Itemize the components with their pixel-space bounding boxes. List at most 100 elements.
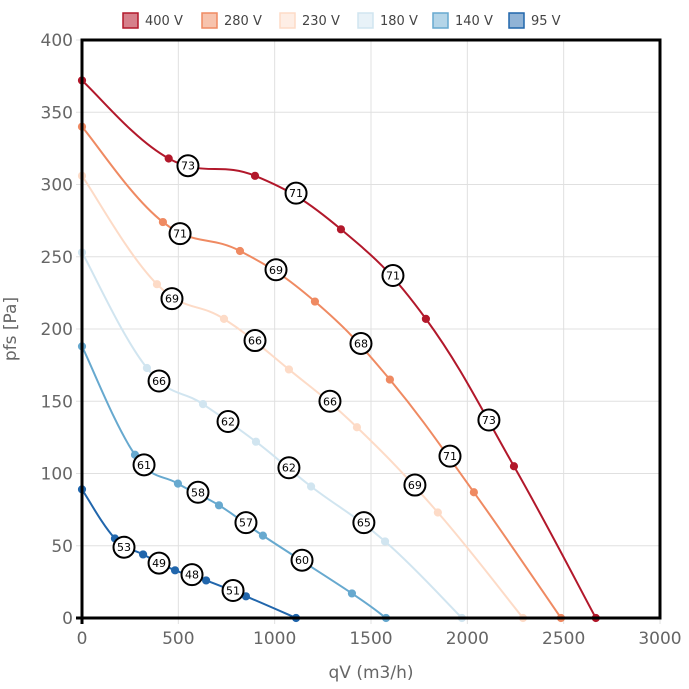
- data-point[interactable]: [158, 217, 168, 227]
- db-label-value: 71: [443, 450, 457, 463]
- series-layer: [77, 76, 600, 623]
- data-point[interactable]: [421, 314, 431, 323]
- db-label-circle: [477, 408, 501, 432]
- legend-item[interactable]: 400 V: [122, 12, 183, 29]
- y-axis-title: pfs [Pa]: [1, 297, 21, 361]
- db-label-value: 53: [117, 541, 131, 554]
- y-tick-label: 300: [41, 176, 73, 196]
- data-point[interactable]: [258, 531, 268, 540]
- db-label: 66: [243, 329, 267, 353]
- data-point[interactable]: [347, 589, 357, 598]
- data-point[interactable]: [310, 297, 320, 306]
- db-label: 66: [318, 389, 342, 413]
- db-label-circle: [112, 535, 136, 559]
- db-label-circle: [132, 453, 156, 477]
- db-label: 66: [147, 369, 171, 393]
- db-label: 61: [132, 453, 156, 477]
- axes: [76, 38, 662, 624]
- data-point[interactable]: [433, 508, 442, 517]
- data-point[interactable]: [306, 482, 316, 491]
- series-line: [81, 251, 463, 619]
- db-label: 48: [180, 563, 204, 587]
- db-label-circle: [147, 369, 171, 393]
- db-label-circle: [160, 287, 184, 311]
- data-point[interactable]: [380, 537, 390, 546]
- legend-label: 230 V: [302, 14, 340, 29]
- data-point[interactable]: [235, 246, 245, 256]
- plot-frame: [80, 38, 662, 620]
- db-label: 71: [381, 264, 405, 288]
- data-point[interactable]: [251, 437, 261, 446]
- db-label-circle: [264, 258, 288, 282]
- db-label: 53: [112, 535, 136, 559]
- data-point[interactable]: [509, 462, 519, 471]
- series-230v: [77, 171, 528, 623]
- data-point[interactable]: [152, 280, 162, 289]
- db-label-value: 69: [269, 264, 283, 277]
- db-label: 73: [176, 154, 200, 178]
- legend-item[interactable]: 180 V: [357, 12, 418, 29]
- data-point[interactable]: [385, 375, 394, 384]
- db-label-value: 60: [295, 554, 309, 567]
- db-label: 73: [477, 408, 501, 432]
- db-label: 62: [216, 409, 240, 433]
- data-point[interactable]: [164, 154, 173, 163]
- db-label: 71: [438, 444, 462, 468]
- data-point[interactable]: [469, 488, 478, 497]
- db-label-value: 73: [181, 160, 195, 173]
- db-label-circle: [234, 511, 258, 535]
- x-tick-label: 3000: [638, 629, 681, 649]
- data-point[interactable]: [219, 314, 229, 323]
- data-point[interactable]: [198, 400, 208, 409]
- legend-item[interactable]: 230 V: [279, 12, 340, 29]
- db-label: 69: [160, 287, 184, 311]
- x-tick-label: 1000: [253, 629, 296, 649]
- x-tick-label: 2500: [542, 629, 585, 649]
- db-label-circle: [168, 222, 192, 246]
- legend-item[interactable]: 280 V: [201, 12, 262, 29]
- db-label-value: 66: [248, 335, 262, 348]
- db-label-value: 48: [185, 569, 199, 582]
- data-point[interactable]: [170, 566, 180, 575]
- db-label: 49: [147, 551, 171, 575]
- data-point[interactable]: [201, 576, 211, 585]
- legend: 400 V 280 V 230 V 180 V 140 V 95 V: [122, 12, 561, 29]
- legend-item[interactable]: 95 V: [508, 12, 561, 29]
- data-point[interactable]: [142, 363, 152, 373]
- x-tick-label: 2000: [446, 629, 489, 649]
- legend-label: 180 V: [380, 14, 418, 29]
- db-label: 71: [284, 181, 308, 205]
- db-label-circle: [381, 264, 405, 288]
- db-labels-layer: 73 71 71 73 71 69 68 71 69 66 66 69 66 62 62 65 61 58 57 60…: [112, 154, 501, 603]
- db-label-value: 73: [482, 414, 496, 427]
- db-label-circle: [403, 473, 427, 497]
- data-point[interactable]: [138, 550, 148, 559]
- db-label-value: 49: [152, 557, 166, 570]
- db-label-circle: [176, 154, 200, 178]
- db-label-circle: [349, 331, 373, 355]
- grid: [76, 39, 661, 624]
- series-140v: [77, 342, 391, 623]
- db-label-value: 61: [137, 459, 151, 472]
- db-label: 71: [168, 222, 192, 246]
- data-point[interactable]: [336, 225, 346, 234]
- data-point[interactable]: [173, 479, 183, 488]
- db-label: 51: [221, 579, 245, 603]
- legend-swatch: [201, 12, 218, 29]
- data-point[interactable]: [352, 423, 362, 432]
- db-label: 62: [277, 456, 301, 480]
- series-line: [81, 345, 387, 619]
- db-label: 60: [290, 548, 314, 572]
- data-point[interactable]: [284, 365, 294, 374]
- legend-item[interactable]: 140 V: [432, 12, 493, 29]
- db-label: 57: [234, 511, 258, 535]
- db-label-circle: [318, 389, 342, 413]
- db-label-circle: [352, 511, 376, 535]
- db-label-value: 58: [191, 486, 205, 499]
- db-label-value: 57: [239, 517, 253, 530]
- legend-label: 140 V: [455, 14, 493, 29]
- y-tick-label: 250: [41, 248, 73, 268]
- data-point[interactable]: [214, 501, 224, 510]
- data-point[interactable]: [250, 171, 260, 180]
- series-400v: [77, 76, 600, 623]
